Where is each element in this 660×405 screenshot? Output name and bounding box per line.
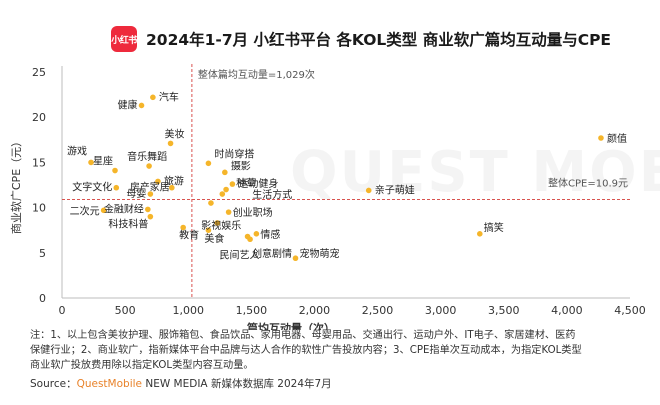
x-tick-label: 3,500 bbox=[488, 304, 520, 317]
point-label: 亲子萌娃 bbox=[375, 183, 415, 196]
point-label: 文字文化 bbox=[72, 181, 112, 194]
x-tick-label: 2,500 bbox=[362, 304, 394, 317]
point-label: 房产家居 bbox=[130, 181, 170, 194]
data-point bbox=[214, 220, 221, 226]
point-label: 旅游 bbox=[164, 174, 184, 187]
data-point bbox=[138, 102, 145, 109]
data-point bbox=[147, 213, 154, 220]
data-point bbox=[112, 167, 118, 174]
data-point bbox=[147, 191, 154, 197]
data-point bbox=[225, 209, 232, 215]
source-brand: QuestMobile bbox=[76, 378, 142, 390]
point-label: 民间艺人 bbox=[220, 249, 260, 262]
data-point bbox=[100, 207, 107, 214]
data-point bbox=[223, 186, 229, 193]
x-tick-label: 2,000 bbox=[299, 304, 331, 317]
data-point bbox=[247, 236, 253, 243]
point-label: 情感 bbox=[260, 228, 280, 241]
data-point bbox=[155, 178, 161, 185]
x-tick-label: 3,000 bbox=[425, 304, 457, 317]
point-label: 美食 bbox=[204, 232, 224, 245]
reference-label-avg-cpe: 整体CPE=10.9元 bbox=[548, 176, 628, 189]
x-axis-label: 篇均互动量（次） bbox=[246, 321, 335, 330]
point-label: 二次元 bbox=[70, 204, 100, 217]
y-tick-label: 20 bbox=[32, 111, 46, 124]
footnote-line-3: 商业软广投放费用除以指定KOL类型内容互动量。 bbox=[30, 360, 254, 371]
point-label: 母婴 bbox=[126, 188, 146, 200]
data-point bbox=[253, 231, 260, 237]
footnote: 注：1、以上包含美妆护理、服饰箱包、食品饮品、家用电器、母婴用品、交通出行、运动… bbox=[30, 328, 640, 373]
x-tick-label: 4,500 bbox=[614, 304, 646, 317]
point-label: 金融财经 bbox=[104, 202, 144, 215]
data-point bbox=[88, 159, 94, 166]
data-point bbox=[229, 181, 236, 187]
data-point bbox=[169, 184, 175, 191]
data-point bbox=[219, 191, 226, 197]
point-label: 运动健身 bbox=[238, 177, 278, 190]
y-tick-label: 10 bbox=[32, 202, 46, 215]
data-point bbox=[476, 231, 483, 237]
y-tick-label: 0 bbox=[39, 292, 46, 305]
point-label: 音乐舞蹈 bbox=[127, 150, 167, 163]
data-point bbox=[365, 187, 372, 194]
axes: 0 500 1,000 1,500 2,000 2,500 3,000 3,500 4,000 4… bbox=[9, 66, 646, 330]
logo-text: 小红书 bbox=[111, 35, 137, 46]
data-points bbox=[88, 94, 604, 262]
chart-title: 2024年1-7月 小红书平台 各KOL类型 商业软广篇均互动量与CPE bbox=[146, 31, 612, 49]
point-label: 时尚穿搭 bbox=[214, 147, 254, 160]
y-tick-label: 5 bbox=[39, 247, 46, 260]
point-label: 摄影 bbox=[231, 159, 251, 172]
data-point bbox=[598, 135, 604, 141]
scatter-chart: 0 500 1,000 1,500 2,000 2,500 3,000 3,500 4,000 4… bbox=[9, 64, 646, 330]
x-tick-label: 1,500 bbox=[236, 304, 268, 317]
y-axis-label: 商业软广CPE（元） bbox=[9, 136, 23, 234]
xiaohongshu-logo: 小红书 bbox=[111, 26, 137, 52]
x-tick-label: 500 bbox=[115, 304, 136, 317]
point-label: 游戏 bbox=[67, 144, 87, 157]
data-point bbox=[208, 200, 214, 206]
data-point bbox=[180, 224, 186, 231]
data-point bbox=[222, 169, 228, 176]
point-label: 宠物萌宠 bbox=[300, 247, 340, 260]
x-tick-label: 1,000 bbox=[172, 304, 204, 317]
point-label: 汽车 bbox=[159, 90, 179, 103]
footnote-line-1: 注：1、以上包含美妆护理、服饰箱包、食品饮品、家用电器、母婴用品、交通出行、运动… bbox=[30, 330, 576, 341]
data-point bbox=[205, 227, 212, 233]
data-point bbox=[146, 163, 152, 169]
point-label: 星座 bbox=[93, 155, 113, 168]
point-label: 健康 bbox=[118, 98, 138, 111]
point-label: 科技科普 bbox=[108, 218, 148, 231]
point-label: 颜值 bbox=[607, 132, 627, 145]
data-point bbox=[145, 206, 151, 213]
point-label: 美妆 bbox=[165, 127, 185, 140]
y-tick-label: 25 bbox=[32, 66, 46, 79]
data-point bbox=[113, 184, 120, 191]
footnote-line-2: 保健行业；2、商业软广，指新媒体平台中品牌与达人合作的软性广告投放内容；3、CP… bbox=[30, 345, 582, 356]
point-label: 搞笑 bbox=[484, 221, 504, 234]
data-point bbox=[150, 94, 156, 101]
data-point bbox=[167, 140, 174, 147]
source-line: Source：QuestMobile NEW MEDIA 新媒体数据库 2024… bbox=[30, 376, 332, 391]
point-label: 生活方式 bbox=[252, 188, 292, 201]
point-label: 创业职场 bbox=[233, 206, 273, 219]
source-rest: NEW MEDIA 新媒体数据库 2024年7月 bbox=[142, 378, 332, 390]
point-label: 创意剧情 bbox=[252, 247, 292, 260]
data-point bbox=[292, 255, 299, 262]
x-tick-label: 4,000 bbox=[551, 304, 583, 317]
point-label: 影视娱乐 bbox=[201, 219, 241, 232]
point-label: 教育 bbox=[179, 228, 199, 241]
source-prefix: Source： bbox=[30, 378, 77, 390]
x-tick-label: 0 bbox=[59, 304, 66, 317]
point-label: 种草 bbox=[236, 177, 256, 190]
data-point bbox=[205, 160, 212, 167]
y-tick-label: 15 bbox=[32, 156, 46, 169]
reference-label-avg-interactions: 整体篇均互动量=1,029次 bbox=[198, 68, 315, 81]
